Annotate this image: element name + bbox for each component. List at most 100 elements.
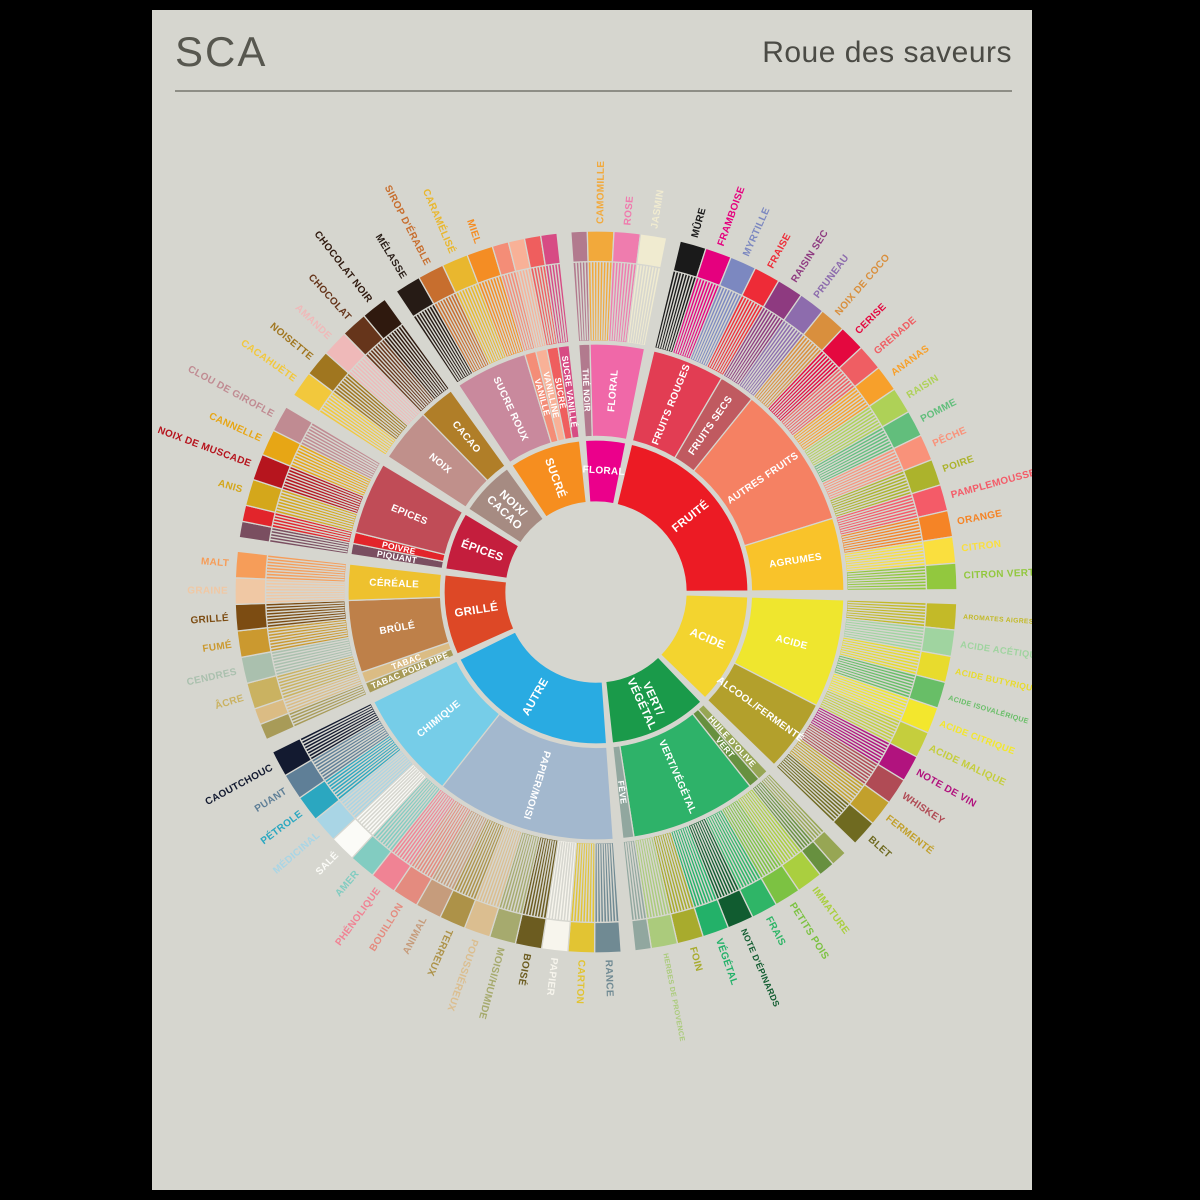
stripe-pattern — [503, 272, 534, 351]
leaf-label: VÉGÉTAL — [713, 937, 741, 987]
stripe-pattern — [656, 271, 695, 352]
svg-text:FOIN: FOIN — [687, 946, 704, 973]
stripe-pattern — [845, 543, 925, 571]
stripe-pattern — [841, 519, 922, 552]
leaf-label: PÊCHE — [930, 423, 968, 449]
leaf-label: ACIDE BUTYRIQUE — [954, 666, 1032, 694]
svg-text:CANNELLE: CANNELLE — [207, 411, 263, 445]
svg-text:FLORAL: FLORAL — [606, 369, 621, 412]
svg-text:GRENADE: GRENADE — [872, 315, 919, 357]
wheel-segment — [659, 594, 749, 699]
stripe-pattern — [385, 325, 448, 399]
stripe-pattern — [738, 790, 800, 864]
svg-text:ROSE: ROSE — [622, 195, 636, 225]
svg-text:AMER: AMER — [333, 868, 362, 899]
wheel-segment — [272, 406, 314, 445]
stripe-pattern — [265, 581, 345, 602]
wheel-segment — [584, 439, 627, 505]
leaf-label: JASMIN — [649, 189, 666, 230]
wheel-segment — [923, 601, 958, 631]
leaf-label: CENDRES — [186, 667, 238, 689]
stripe-pattern — [270, 529, 349, 553]
svg-text:FRAIS: FRAIS — [763, 915, 787, 948]
leaf-label: SALÉ — [312, 849, 341, 878]
leaf-label: ANIMAL — [401, 915, 430, 956]
stripe-pattern — [801, 724, 877, 783]
svg-text:ACIDE ACÉTIQUE: ACIDE ACÉTIQUE — [960, 639, 1032, 661]
svg-text:PAPIER: PAPIER — [544, 957, 559, 997]
wheel-segment — [635, 233, 668, 269]
stripe-pattern — [266, 602, 346, 626]
leaf-label: FRAIS — [763, 915, 787, 948]
stripe-pattern — [313, 721, 389, 779]
stripe-pattern — [790, 740, 863, 802]
stripe-pattern — [500, 833, 539, 914]
stripe-pattern — [708, 296, 762, 374]
wheel-segment — [234, 577, 267, 606]
stripe-pattern — [289, 685, 366, 725]
wheel-segment — [630, 917, 653, 952]
svg-text:RAISIN: RAISIN — [905, 373, 941, 401]
ring-label: FLORAL — [582, 464, 625, 478]
leaf-label: FOIN — [687, 946, 704, 973]
wheel-segment — [458, 631, 608, 745]
leaf-label: ANANAS — [889, 343, 931, 378]
stripe-pattern — [740, 321, 802, 395]
leaf-label: BOUILLON — [368, 901, 406, 953]
svg-text:CERISE: CERISE — [853, 301, 888, 336]
svg-text:POUSSIÉREUX: POUSSIÉREUX — [444, 938, 481, 1014]
stripe-pattern — [415, 305, 472, 382]
stripe-pattern — [723, 801, 780, 877]
svg-text:MYRTILLE: MYRTILLE — [741, 206, 772, 258]
flavor-wheel: FLORAL THÉ NOIR FLORAL CAMOMILLE ROSE JASMIN F… — [156, 161, 1032, 1043]
stripe-pattern — [840, 638, 921, 673]
stripe-pattern — [811, 708, 889, 763]
svg-text:BOUILLON: BOUILLON — [368, 901, 406, 953]
wheel-segment — [362, 298, 404, 340]
leaf-label: MYRTILLE — [741, 206, 772, 258]
leaf-label: RANCE — [603, 960, 615, 997]
stripe-pattern — [691, 286, 740, 366]
svg-text:FRAISE: FRAISE — [766, 231, 794, 270]
wheel-segment — [586, 230, 615, 263]
stripe-pattern — [828, 674, 908, 719]
svg-text:MÉLASSE: MÉLASSE — [373, 231, 410, 281]
stripe-pattern — [805, 408, 881, 465]
svg-text:THÉ NOIR: THÉ NOIR — [580, 368, 592, 412]
stripe-pattern — [815, 429, 893, 482]
stripe-pattern — [374, 778, 439, 850]
leaf-label: FUMÉ — [202, 638, 233, 655]
stripe-pattern — [590, 261, 611, 341]
stripe-pattern — [517, 269, 545, 348]
svg-text:POIRE: POIRE — [941, 454, 975, 475]
stripe-pattern — [291, 446, 371, 495]
footer: Specialty Coffee Association WORLD™ COFF… — [152, 1080, 1032, 1190]
svg-text:PUANT: PUANT — [253, 786, 289, 815]
svg-text:ORANGE: ORANGE — [956, 508, 1003, 527]
leaf-label: TERREUX — [424, 927, 454, 977]
ring-label: FLORAL — [606, 369, 621, 412]
svg-text:CAMOMILLE: CAMOMILLE — [595, 161, 607, 224]
stripe-pattern — [341, 751, 412, 817]
wheel-segment — [354, 463, 464, 556]
stripe-pattern — [480, 276, 523, 357]
svg-text:ANANAS: ANANAS — [889, 343, 931, 378]
leaf-label: GRENADE — [872, 315, 919, 357]
svg-text:ACIDE ISOVALÉRIQUE: ACIDE ISOVALÉRIQUE — [947, 693, 1030, 725]
svg-text:PÉTROLE: PÉTROLE — [258, 807, 305, 847]
stripe-pattern — [823, 450, 903, 499]
stripe-pattern — [413, 801, 470, 878]
leaf-label: ÂCRE — [213, 691, 245, 712]
leaf-label: AROMATES AIGRES-DOUX — [963, 614, 1032, 628]
sunburst: FLORAL THÉ NOIR FLORAL CAMOMILLE ROSE JASMIN F… — [156, 161, 1032, 1043]
leaf-label: AMANDE — [293, 303, 334, 342]
sca-wordmark: SCA — [175, 28, 268, 75]
leaf-label: CARAMÉLISÉ — [420, 187, 459, 256]
wheel-segment — [347, 563, 443, 602]
wheel-segment — [611, 230, 642, 265]
stripe-pattern — [271, 639, 352, 674]
stripe-pattern — [283, 468, 363, 513]
svg-text:CITRON VERT: CITRON VERT — [963, 568, 1032, 582]
wheel-segment — [604, 656, 702, 744]
svg-text:ANIMAL: ANIMAL — [401, 915, 430, 956]
